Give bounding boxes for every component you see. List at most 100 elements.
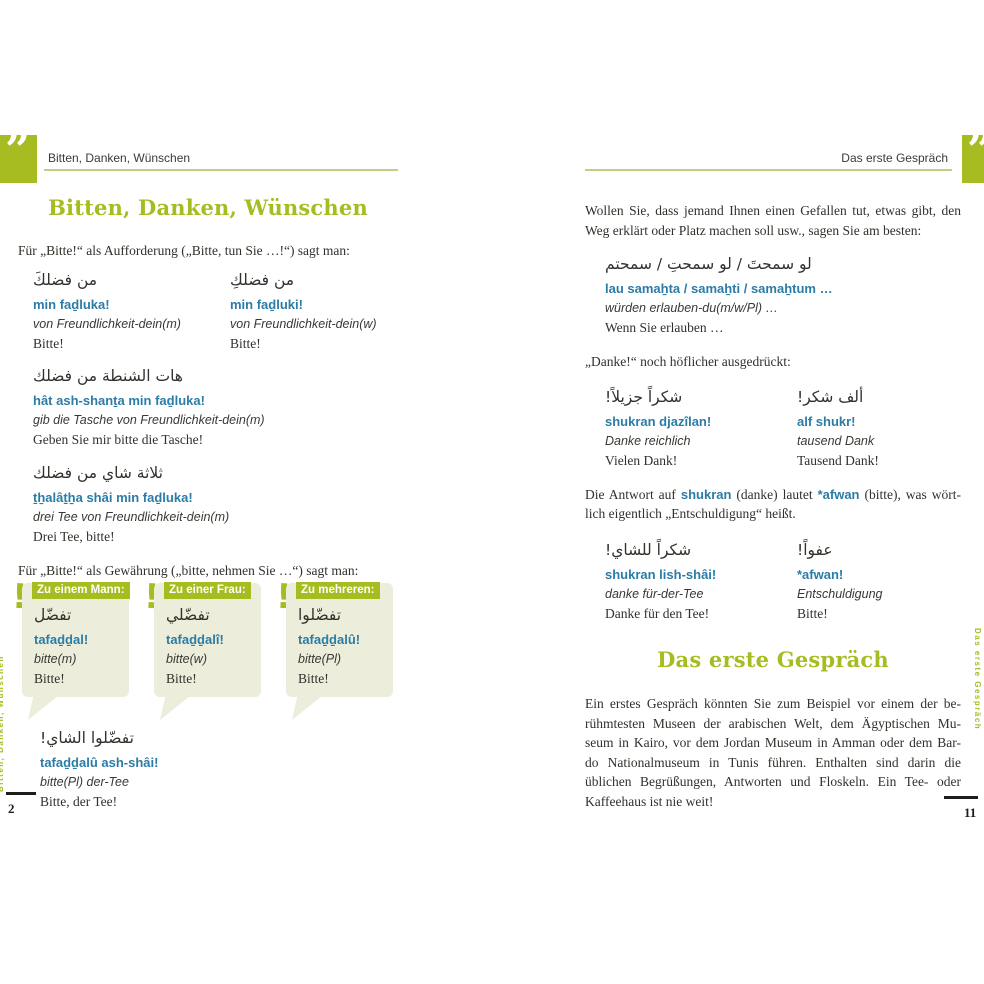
transliteration-line: min faḏluka! [33,297,110,312]
gloss-line: von Freundlichkeit-dein(w) [230,316,377,331]
quote-icon: ” [967,127,984,175]
transliteration-line: tafaḏḏalû ash-shâi! [40,755,159,770]
text-segment: Die Antwort auf [585,487,681,502]
transliteration-line: ṯẖalâṯẖa shâi min faḏluka! [33,490,193,505]
german-line: Drei Tee, bitte! [33,529,115,544]
arabic-line: تفضّلي [166,606,210,624]
arabic-line: شكراً جزيلاً! [605,388,683,406]
phrase-block: تفضّلوا الشاي! tafaḏḏalû ash-shâi! bitte… [40,726,158,812]
bubble-tail [160,696,190,720]
page-number-right: 11 [964,805,977,820]
arabic-line: من فضلكَ [33,271,98,289]
arabic-line: ثلاثة شاي من فضلك [33,464,163,482]
keyword-shukran: shukran [680,487,732,502]
transliteration-line: alf shukr! [797,414,856,429]
transliteration-line: shukran djazîlan! [605,414,712,429]
speech-bubble-woman: Zu einer Frau: تفضّلي tafaḏḏalî! bitte(w… [154,582,261,720]
transliteration-line: tafaḏḏalû! [298,632,361,647]
phrase-block: ثلاثة شاي من فضلك ṯẖalâṯẖa shâi min faḏl… [33,461,229,547]
transliteration-line: *afwan! [797,567,844,582]
german-line: Vielen Dank! [605,453,678,468]
gloss-line: drei Tee von Freundlichkeit-dein(m) [33,509,230,524]
phrase-block: من فضلكَ min faḏluka! von Freundlichkeit… [33,268,181,354]
german-line: Wenn Sie erlauben … [605,320,724,335]
transliteration-line: tafaḏḏal! [34,632,89,647]
arabic-line: تفضّلوا [298,606,342,624]
arabic-line: عفواً! [797,541,833,559]
chapter-title: Bitten, Danken, Wünschen [48,195,368,220]
bubble-label: Zu einem Mann: [32,582,130,599]
quote-tab-right: ” [962,127,984,183]
page-number-rule [944,796,978,799]
intro-paragraph-line: Weg erklärt oder Platz machen soll usw.,… [585,223,922,238]
speech-bubble-plural: Zu mehreren: تفضّلوا tafaḏḏalû! bitte(Pl… [286,582,393,720]
arabic-line: ألف شكر! [797,388,864,406]
bubble-label: Zu einer Frau: [164,582,251,599]
header-rule-right [585,169,952,171]
quote-icon: ” [5,125,31,176]
arabic-line: لو سمحتَ / لو سمحتِ / سمحتم [605,255,812,273]
transliteration-line: min faḏluki! [230,297,303,312]
page-number-rule [6,792,36,795]
phrase-block: شكراً للشاي! shukran lish-shâi! danke fü… [605,538,716,624]
transliteration-line: hât ash-shanṯa min faḏluka! [33,393,205,408]
phrase-block: شكراً جزيلاً! shukran djazîlan! Danke re… [605,385,711,471]
german-line: Bitte! [230,336,261,351]
arabic-line: تفضّل [34,606,72,624]
answer-paragraph-line: Die Antwort auf shukran (danke) lautet *… [585,485,961,505]
gloss-line: Danke reichlich [605,433,691,448]
german-line: Bitte! [34,671,65,686]
bubble-label: Zu mehreren: [296,582,380,599]
gloss-line: tausend Dank [797,433,875,448]
german-line: Tausend Dank! [797,453,879,468]
phrase-block: من فضلكِ min faḏluki! von Freundlichkeit… [230,268,377,354]
keyword-afwan: *afwan [817,487,860,502]
german-line: Geben Sie mir bitte die Tasche! [33,432,204,447]
transliteration-line: tafaḏḏalî! [166,632,224,647]
gloss-line: gib die Tasche von Freundlichkeit-dein(m… [33,412,265,427]
german-line: Bitte! [166,671,197,686]
phrase-block: لو سمحتَ / لو سمحتِ / سمحتم lau samaẖta … [605,252,833,338]
body-paragraph-line: Kaffeehaus ist nie weit! [585,793,714,809]
body-paragraph-line: Ein erstes Gespräch könnten Sie zum Beis… [585,696,961,711]
running-header-left: Bitten, Danken, Wünschen [48,151,191,165]
answer-paragraph-line: lich eigentlich „Entschuldigung“ heißt. [585,506,796,521]
gloss-line: von Freundlichkeit-dein(m) [33,316,181,331]
arabic-line: شكراً للشاي! [605,541,692,559]
transliteration-line: lau samaẖta / samaẖti / samaẖtum … [605,281,833,296]
transliteration-line: shukran lish-shâi! [605,567,717,582]
german-line: Bitte! [298,671,329,686]
arabic-line: من فضلكِ [230,271,295,289]
german-line: Bitte! [33,336,64,351]
phrase-block: عفواً! *afwan! Entschuldigung Bitte! [797,538,882,624]
section-title: Das erste Gespräch [657,647,889,672]
body-paragraph-line: seum in Kairo, vor dem Jordan Museum in … [585,735,961,750]
german-line: Bitte! [797,606,828,621]
running-header-right: Das erste Gespräch [841,151,948,165]
intro-request-line: Für „Bitte!“ als Aufforderung („Bitte, t… [18,243,350,258]
text-segment: (bitte), was wört- [859,487,961,502]
arabic-line: تفضّلوا الشاي! [40,729,134,747]
phrase-block: ألف شكر! alf shukr! tausend Dank Tausend… [797,385,879,471]
quote-tab-left: ” [0,127,37,183]
body-paragraph-line: do Nationalmuseum in Tunis führen. Entha… [585,754,961,770]
bubble-tail [292,696,322,720]
gloss-line: bitte(w) [166,651,207,666]
german-line: Bitte, der Tee! [40,794,118,809]
intro-grant-line: Für „Bitte!“ als Gewährung („bitte, nehm… [18,563,359,578]
bubble-tail [28,696,58,720]
danke-intro-line: „Danke!“ noch höflicher ausgedrückt: [585,354,791,369]
page-edge-tab-text: Bitten, Danken, Wünschen [0,655,5,792]
gloss-line: danke für-der-Tee [605,586,704,601]
page-number-left: 2 [8,801,15,816]
arabic-line: هات الشنطة من فضلك [33,367,183,385]
text-segment: (danke) lautet [731,487,818,502]
gloss-line: würden erlauben-du(m/w/Pl) … [605,300,778,315]
speech-bubble-man: Zu einem Mann: تفضّل tafaḏḏal! bitte(m) … [22,582,130,720]
german-line: Danke für den Tee! [605,606,710,621]
gloss-line: bitte(Pl) [298,651,342,666]
body-paragraph-line: rühmtesten Museen der arabischen Welt, d… [585,715,961,731]
header-rule-left [44,169,398,171]
phrase-block: هات الشنطة من فضلك hât ash-shanṯa min fa… [33,364,265,450]
